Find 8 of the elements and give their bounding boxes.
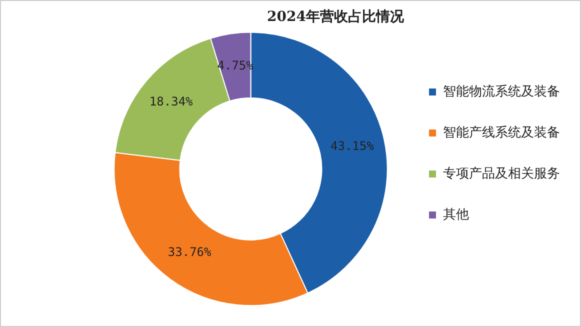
chart-title: 2024年营收占比情况 [267,9,405,26]
legend-label: 其他 [443,207,469,222]
legend-label: 专项产品及相关服务 [443,166,560,182]
legend-label: 智能产线系统及装备 [443,125,560,140]
data-label: 43.15% [330,138,375,153]
data-label: 18.34% [149,94,194,108]
data-label: 33.76% [168,244,212,259]
legend-label: 智能物流系统及装备 [443,83,560,100]
